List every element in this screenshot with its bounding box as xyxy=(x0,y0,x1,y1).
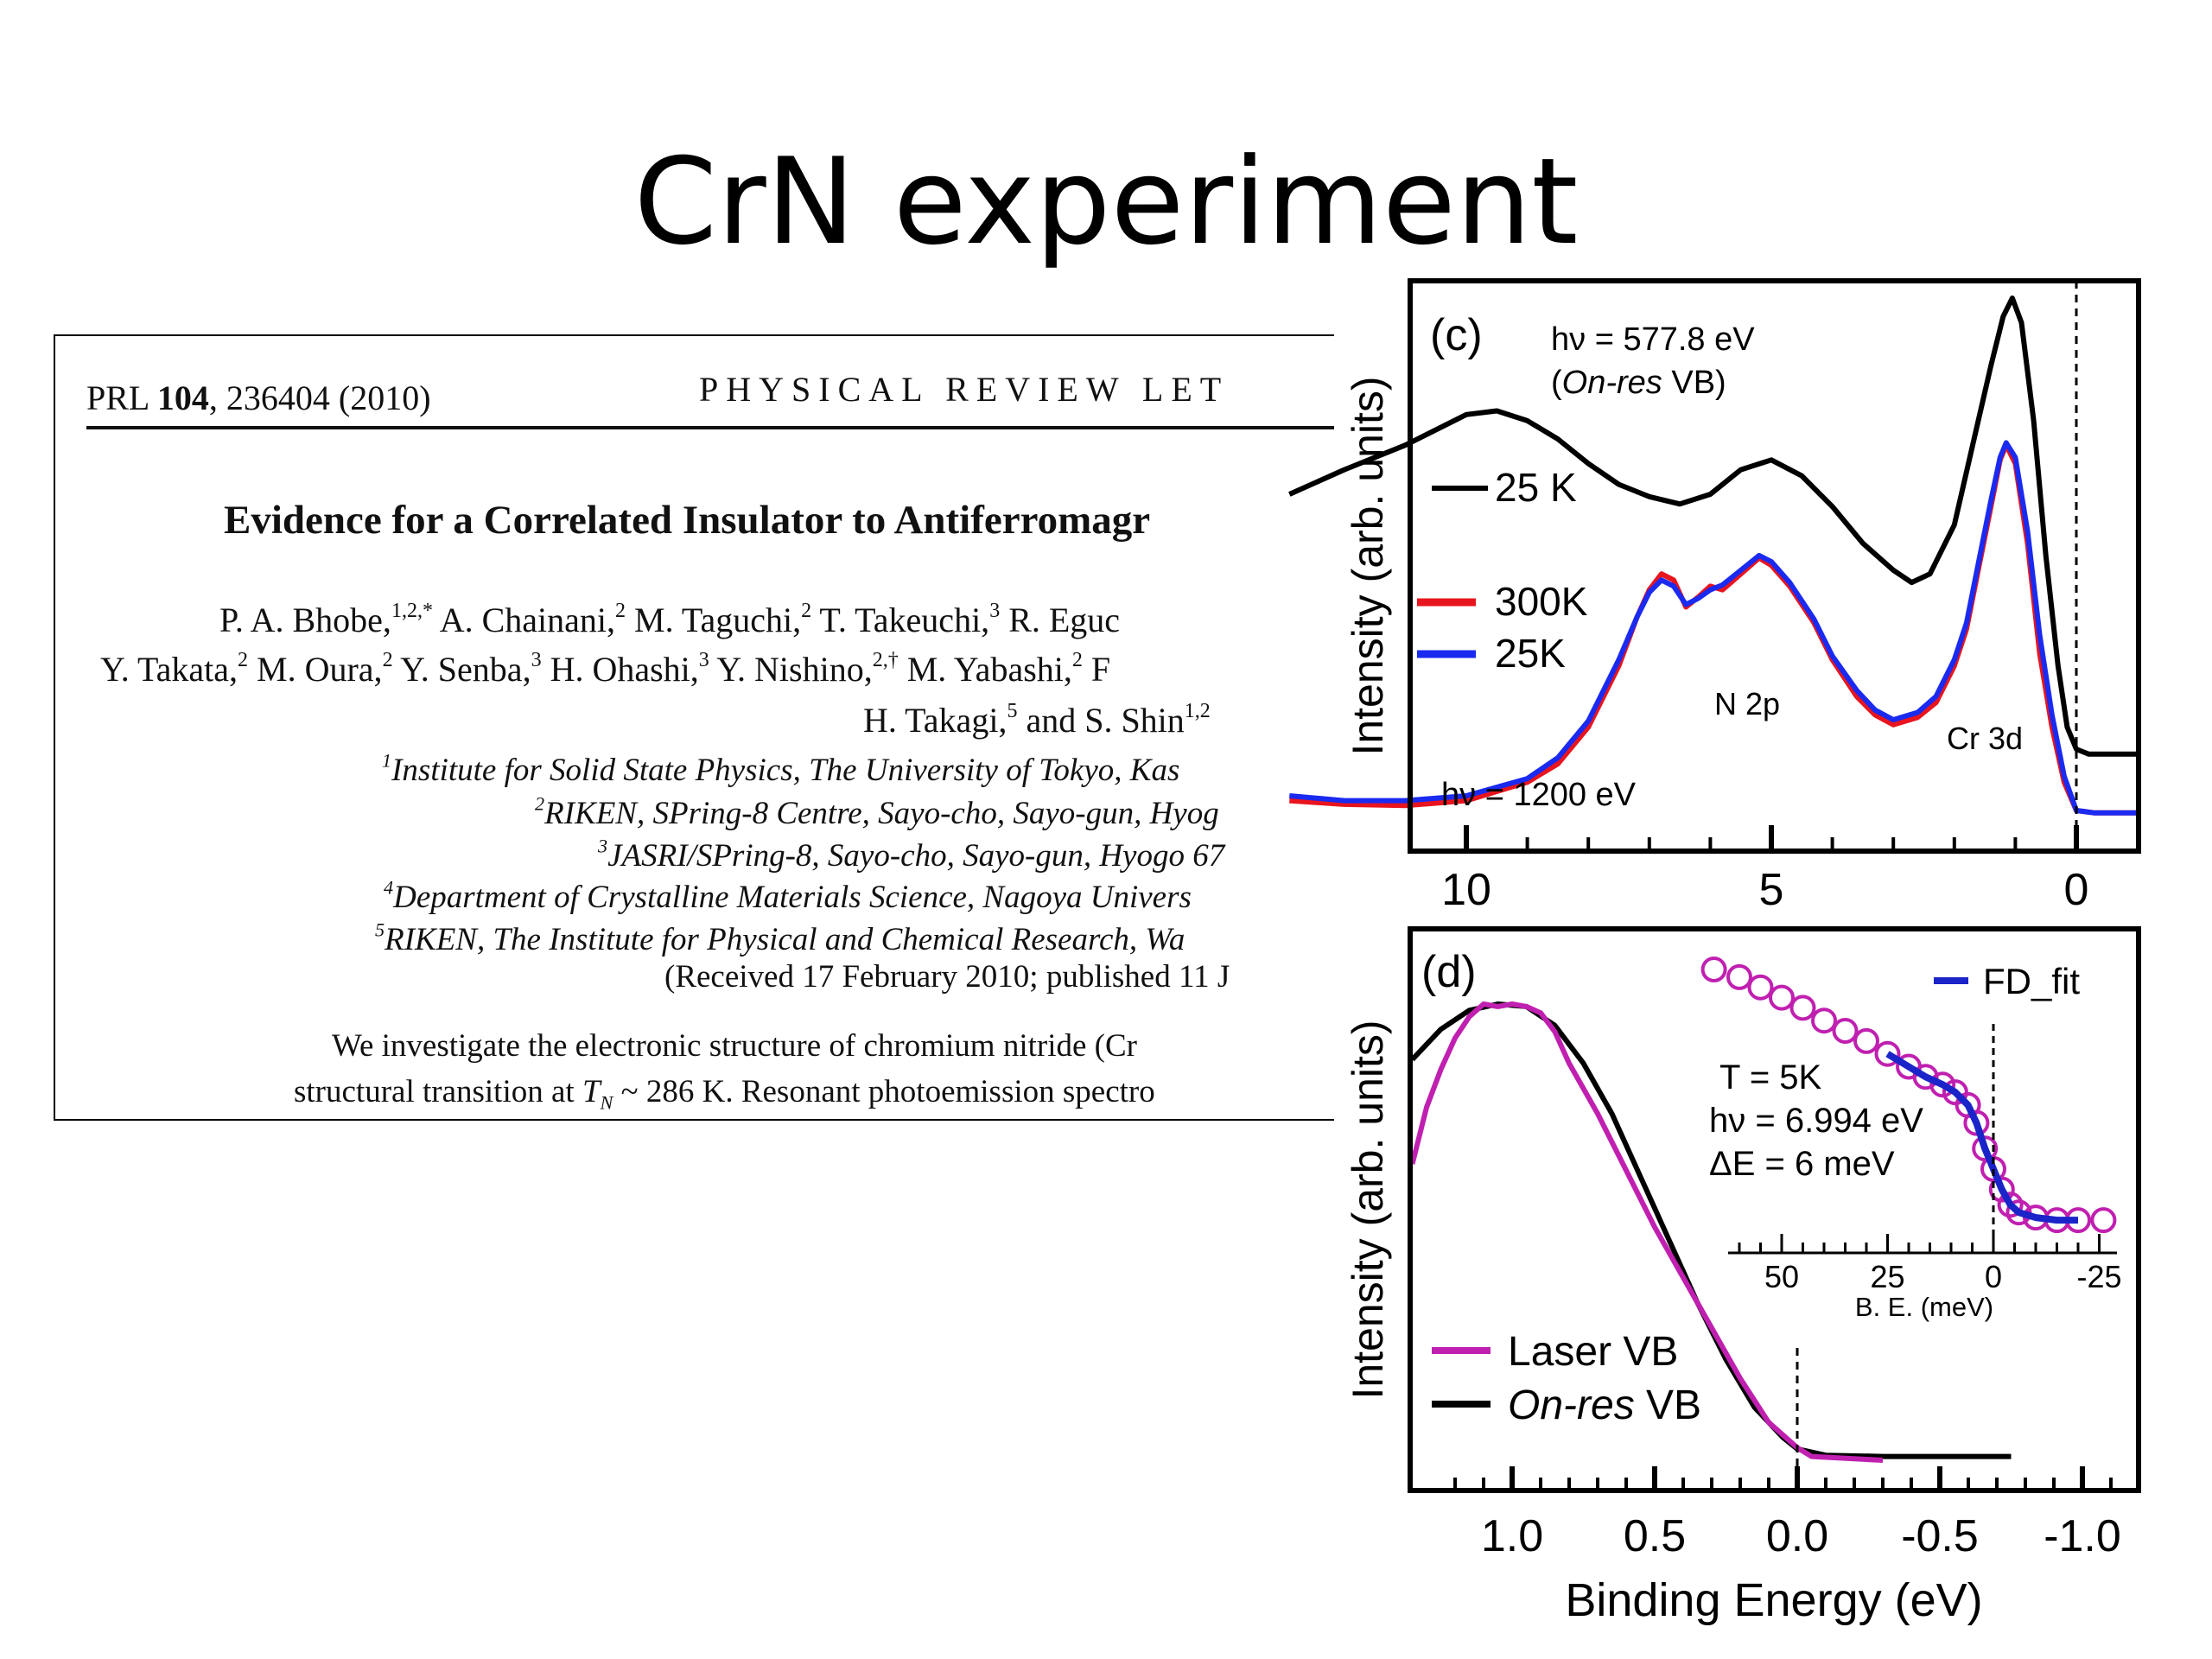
journal-volume: 104 xyxy=(156,378,209,417)
journal-name: PHYSICAL REVIEW LET xyxy=(699,370,1230,409)
journal-reference: PRL 104, 236404 (2010) xyxy=(86,378,431,418)
inset-data-point xyxy=(1896,1053,1922,1080)
panel-c: 10 5 0 (c) hν = 577.8 eV (On-res VB) N 2p … xyxy=(1288,276,2143,915)
legend-label-25K-black: 25 K xyxy=(1495,465,1577,510)
panel-c-label: (c) xyxy=(1430,310,1483,360)
inset-data-point xyxy=(1700,957,1727,982)
inset-data-point xyxy=(1912,1064,1939,1090)
paper-excerpt: PRL 104, 236404 (2010) PHYSICAL REVIEW L… xyxy=(54,334,1334,1121)
panel-c-n2p-label: N 2p xyxy=(1714,686,1780,721)
inset-data-point xyxy=(1789,995,1816,1021)
affiliation-4: 4Department of Crystalline Materials Sci… xyxy=(384,876,1192,915)
panel-d-label: (d) xyxy=(1421,947,1477,997)
inset-data-point xyxy=(1963,1109,1990,1136)
panel-c-frame xyxy=(1408,278,2141,854)
legend-label-25K-blue: 25K xyxy=(1495,631,1566,676)
inset-data-point xyxy=(1747,974,1774,1001)
paper-title: Evidence for a Correlated Insulator to A… xyxy=(224,498,1151,543)
inset-data-point xyxy=(1980,1155,2006,1182)
legend-label-laser-vb: Laser VB xyxy=(1508,1329,1678,1375)
inset-data-point xyxy=(1874,1040,1901,1067)
journal-ref-rest: , 236404 (2010) xyxy=(208,378,431,417)
inset-temperature: T = 5K xyxy=(1719,1058,1822,1096)
inset-data-point xyxy=(1853,1027,1879,1054)
panel-c-ticks: 10 5 0 xyxy=(1441,825,2088,915)
inset-data-point xyxy=(2065,1207,2091,1234)
inset-fd-fit-line xyxy=(1885,1051,2078,1224)
panel-d: 1.0 0.5 0.0 -0.5 -1.0 (d) Laser VB On-res VB… xyxy=(1335,925,2143,1626)
panel-c-onres-vb: (On-res VB) xyxy=(1551,365,1726,401)
inset-data-point xyxy=(2005,1199,2032,1226)
panel-d-inset: 50 25 0 -25 B. E. (meV) T = 5K hν = 6.994 e… xyxy=(1700,957,2122,1322)
authors-line-2: Y. Takata,2 M. Oura,2 Y. Senba,3 H. Ohas… xyxy=(100,649,1111,689)
inset-ticks: 50 25 0 -25 xyxy=(1738,1234,2122,1294)
panel-d-x-tick-label: -1.0 xyxy=(2044,1511,2121,1561)
slide-title: CrN experiment xyxy=(633,132,1579,271)
inset-data-point xyxy=(1988,1176,2015,1203)
inset-data-point xyxy=(2044,1207,2070,1234)
authors-line-1: P. A. Bhobe,1,2,* A. Chainani,2 M. Taguc… xyxy=(219,600,1121,639)
inset-x-tick-label: 50 xyxy=(1764,1259,1799,1294)
panel-d-x-tick-label: 1.0 xyxy=(1481,1511,1543,1561)
inset-x-axis-label: B. E. (meV) xyxy=(1855,1292,1993,1322)
inset-resolution: ΔE = 6 meV xyxy=(1709,1145,1895,1183)
series-25K-blue-line xyxy=(1289,440,2138,816)
inset-x-tick-label: 0 xyxy=(1985,1259,2002,1294)
affiliation-3: 3JASRI/SPring-8, Sayo-cho, Sayo-gun, Hyo… xyxy=(598,835,1225,874)
series-25K-black-line xyxy=(1288,296,2138,757)
panel-d-background xyxy=(1335,925,2143,1512)
inset-x-tick-label: 25 xyxy=(1870,1259,1904,1294)
panel-c-series xyxy=(1288,296,2138,816)
header-rule xyxy=(86,426,1334,429)
inset-data-point xyxy=(2090,1207,2117,1234)
series-onres-vb-line xyxy=(1410,1001,2012,1459)
inset-data-point xyxy=(2023,1205,2049,1231)
panel-d-x-tick-label: 0.0 xyxy=(1766,1511,1828,1561)
series-300K-line xyxy=(1289,442,2138,816)
inset-data-point xyxy=(1942,1079,1968,1106)
panel-c-x-tick-label: 0 xyxy=(2064,865,2089,915)
inset-data-point xyxy=(1811,1007,1837,1034)
panel-c-cr3d-label: Cr 3d xyxy=(1947,721,2023,756)
panel-c-x-tick-label: 5 xyxy=(1759,865,1784,915)
authors-line-3: H. Takagi,5 and S. Shin1,2 xyxy=(863,700,1211,740)
affiliation-5: 5RIKEN, The Institute for Physical and C… xyxy=(375,918,1185,957)
panel-c-hv-onres: hν = 577.8 eV xyxy=(1551,321,1755,358)
panel-d-frame xyxy=(1408,926,2141,1493)
inset-data-point xyxy=(1769,984,1795,1011)
panel-d-x-axis-label: Binding Energy (eV) xyxy=(1565,1574,1982,1626)
inset-x-tick-label: -25 xyxy=(2076,1259,2121,1294)
panel-d-series xyxy=(1409,1001,2012,1463)
panel-d-x-tick-label: -0.5 xyxy=(1901,1511,1979,1561)
panel-c-hv-1200: hν = 1200 eV xyxy=(1441,777,1637,813)
affiliation-1: 1Institute for Solid State Physics, The … xyxy=(382,749,1180,788)
inset-photon-energy: hν = 6.994 eV xyxy=(1709,1102,1923,1140)
panel-c-y-axis-label: Intensity (arb. units) xyxy=(1344,376,1392,755)
inset-data-point xyxy=(1929,1071,1956,1098)
inset-data-point xyxy=(1832,1018,1859,1044)
affiliation-2: 2RIKEN, SPring-8 Centre, Sayo-cho, Sayo-… xyxy=(535,792,1219,831)
received-date: (Received 17 February 2010; published 11… xyxy=(664,959,1230,995)
inset-data-point xyxy=(1955,1091,1981,1118)
legend-label-onres-vb: On-res VB xyxy=(1508,1382,1701,1428)
panel-d-y-axis-label: Intensity (arb. units) xyxy=(1344,1020,1392,1399)
series-laser-vb-line xyxy=(1409,1001,1884,1463)
legend-label-300K: 300K xyxy=(1495,579,1588,624)
panel-c-background xyxy=(1335,276,2143,851)
inset-data-point xyxy=(1972,1135,1999,1162)
panel-c-x-tick-label: 10 xyxy=(1441,865,1491,915)
abstract-line-1: We investigate the electronic structure … xyxy=(332,1028,1137,1064)
panel-d-x-tick-label: 0.5 xyxy=(1624,1511,1686,1561)
inset-data-point xyxy=(1997,1192,2024,1218)
inset-series xyxy=(1700,957,2117,1234)
legend-label-fd-fit: FD_fit xyxy=(1983,961,2080,1001)
inset-data-point xyxy=(1726,963,1752,990)
panel-d-ticks: 1.0 0.5 0.0 -0.5 -1.0 xyxy=(1453,1466,2121,1561)
abstract-line-2: structural transition at TN ~ 286 K. Res… xyxy=(294,1074,1155,1114)
journal-ref-prefix: PRL xyxy=(86,378,157,417)
